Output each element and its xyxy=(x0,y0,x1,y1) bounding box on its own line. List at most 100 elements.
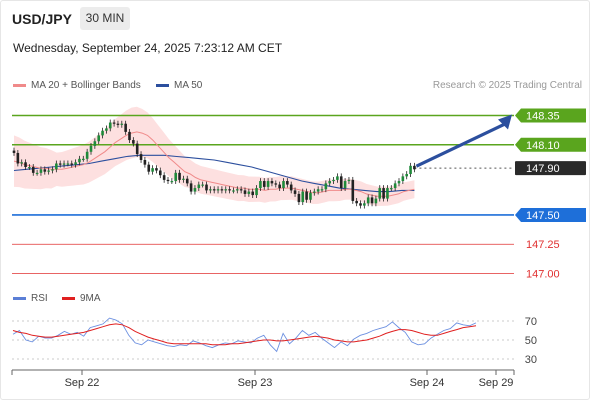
candle-body xyxy=(101,130,104,136)
legend-9ma: 9MA xyxy=(62,293,101,304)
candle-body xyxy=(58,163,62,165)
level-label-box-148.10 xyxy=(515,137,586,152)
candle-body xyxy=(105,128,108,131)
bollinger-band xyxy=(14,106,415,206)
candle-body xyxy=(274,183,278,185)
candle-body xyxy=(339,176,343,189)
candle-body xyxy=(35,172,39,175)
rsi-ma-label: 9MA xyxy=(80,293,101,304)
candle-body xyxy=(74,162,77,165)
candle-body xyxy=(216,189,220,191)
candle-body xyxy=(12,150,16,153)
candle-body xyxy=(386,188,389,199)
candle-body xyxy=(178,172,181,180)
legend-ma50: MA 50 xyxy=(156,80,202,91)
candle-body xyxy=(162,175,166,180)
candle-body xyxy=(85,151,89,159)
candle-body xyxy=(232,190,235,192)
candle-body xyxy=(355,200,358,204)
rsi-tick-30: 30 xyxy=(525,354,537,366)
candle-body xyxy=(359,203,362,206)
candle-body xyxy=(247,191,251,194)
level-label-148.10: 148.10 xyxy=(526,140,560,152)
candle-body xyxy=(316,189,320,192)
last-price-label: 147.90 xyxy=(526,163,560,175)
candle-body xyxy=(378,188,382,199)
candle-body xyxy=(397,181,401,184)
candle-body xyxy=(132,140,135,144)
candle-body xyxy=(270,181,274,184)
target-arrow-head xyxy=(498,114,512,130)
candle-body xyxy=(201,184,204,186)
symbol-title: USD/JPY xyxy=(12,11,72,27)
candle-body xyxy=(189,183,193,192)
candle-body xyxy=(185,178,189,184)
candle-body xyxy=(343,181,347,189)
candle-body xyxy=(301,191,305,203)
target-arrow-shaft xyxy=(415,122,507,168)
candle-body xyxy=(166,179,170,182)
candle-body xyxy=(31,166,35,173)
last-price-label-box xyxy=(515,161,586,176)
level-label-148.35: 148.35 xyxy=(526,111,560,123)
candle-body xyxy=(313,191,316,193)
rsi-ma-swatch xyxy=(62,296,75,300)
timeframe-button[interactable]: 30 MIN xyxy=(80,7,130,30)
rsi-ma-line xyxy=(12,323,477,346)
candle-body xyxy=(155,168,158,171)
level-label-147.00: 147.00 xyxy=(526,269,560,281)
rsi-line xyxy=(12,317,477,353)
candle-body xyxy=(197,184,201,189)
x-tick-label: Sep 29 xyxy=(479,377,514,389)
candle-body xyxy=(351,179,355,201)
candle-body xyxy=(293,190,297,194)
candle-body xyxy=(282,181,285,189)
candle-body xyxy=(62,163,66,165)
candle-body xyxy=(51,169,54,171)
candle-body xyxy=(55,163,58,170)
ma20-line xyxy=(13,131,415,197)
candle-body xyxy=(170,181,174,183)
candle-body xyxy=(243,190,247,194)
candle-body xyxy=(151,168,154,172)
candle-body xyxy=(16,152,20,164)
candle-body xyxy=(324,183,328,190)
candle-body xyxy=(82,158,85,161)
candle-body xyxy=(20,162,23,164)
candle-body xyxy=(228,189,231,191)
candle-body xyxy=(328,181,331,184)
candle-body xyxy=(224,189,228,191)
candle-body xyxy=(47,170,50,172)
rsi-tick-50: 50 xyxy=(525,335,537,347)
candle-body xyxy=(413,165,416,170)
candle-body xyxy=(205,184,208,191)
candle-body xyxy=(182,178,185,180)
candle-body xyxy=(116,123,120,125)
candle-body xyxy=(128,131,131,141)
rsi-swatch xyxy=(13,296,26,300)
candle-body xyxy=(174,172,177,182)
candle-body xyxy=(70,163,74,165)
candle-body xyxy=(374,198,378,204)
candle-body xyxy=(89,145,93,152)
candle-body xyxy=(66,163,70,165)
candle-body xyxy=(108,122,112,129)
candle-body xyxy=(332,179,335,182)
candle-body xyxy=(147,164,151,172)
candle-body xyxy=(401,176,405,182)
level-label-147.50: 147.50 xyxy=(526,210,560,222)
candle-body xyxy=(255,188,258,196)
candle-body xyxy=(236,189,239,191)
candle-body xyxy=(278,184,281,189)
candle-body xyxy=(112,122,116,124)
candle-body xyxy=(266,181,270,187)
level-label-box-148.35 xyxy=(515,108,586,123)
level-label-147.25: 147.25 xyxy=(526,239,560,251)
candle-body xyxy=(297,193,301,203)
candle-body xyxy=(97,135,100,142)
candle-body xyxy=(239,189,243,191)
candle-body xyxy=(289,184,293,191)
candle-body xyxy=(135,143,139,155)
candle-body xyxy=(120,123,124,125)
